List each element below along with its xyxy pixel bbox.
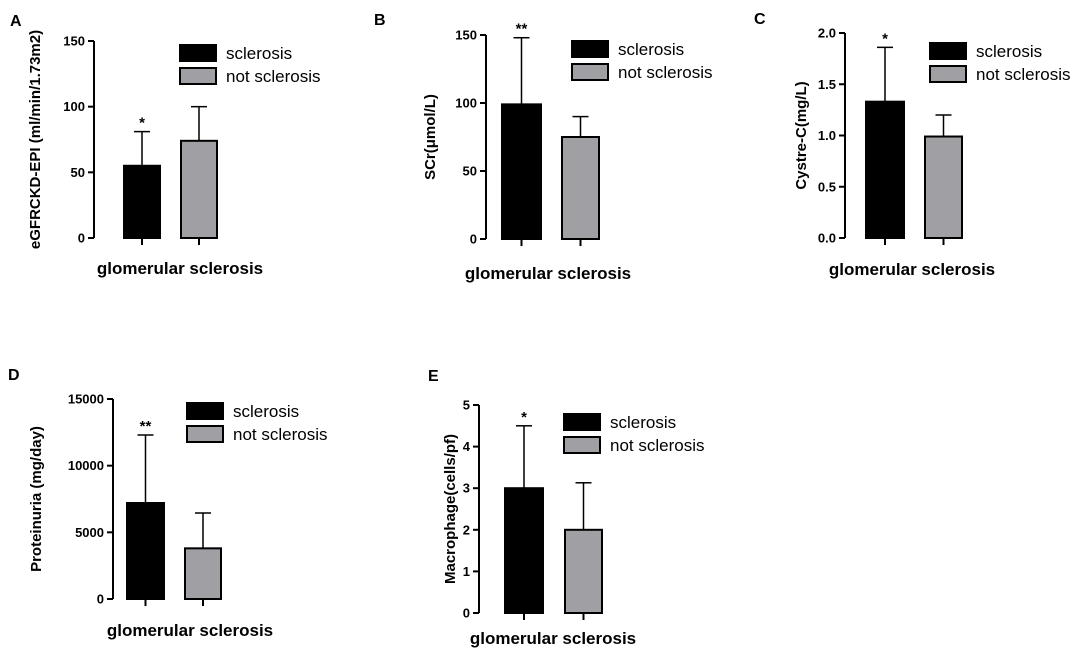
y-tick-label: 0 <box>463 606 470 621</box>
legend-label: sclerosis <box>610 413 676 432</box>
legend-swatch-not-sclerosis <box>929 65 967 83</box>
legend-swatch-sclerosis <box>563 413 601 431</box>
y-tick-label: 150 <box>455 28 477 43</box>
y-axis-title: Cystre-C(mg/L) <box>793 81 810 189</box>
legend-swatch-not-sclerosis <box>563 436 601 454</box>
legend-label: sclerosis <box>226 44 292 63</box>
chart-panel-b: B 0 50 100 150 SCr(μmol/L) ** glomerular sclero… <box>374 12 712 283</box>
chart-panel-c: C 0.0 0.5 1.0 1.5 2.0 Cystre-C(mg/L) * glomerula… <box>754 11 1070 279</box>
chart-panel-e: E 0 1 2 3 4 5 Macrophage(cells/pf) * glomerular s… <box>428 368 704 648</box>
legend-label: not sclerosis <box>610 436 704 455</box>
legend-label: not sclerosis <box>976 65 1070 84</box>
y-tick-label: 4 <box>463 439 471 454</box>
y-tick-label: 1 <box>463 564 470 579</box>
legend-label: sclerosis <box>976 42 1042 61</box>
panel-letter: C <box>754 11 766 28</box>
y-tick-label: 1.5 <box>818 77 836 92</box>
legend-label: not sclerosis <box>226 67 320 86</box>
y-axis-title: Proteinuria (mg/day) <box>28 426 45 572</box>
legend-swatch-not-sclerosis <box>179 67 217 85</box>
bar-sclerosis <box>504 487 544 615</box>
y-tick-label: 100 <box>63 99 85 114</box>
y-tick-label: 0.0 <box>818 231 836 246</box>
y-axis-title: Macrophage(cells/pf) <box>442 434 459 584</box>
x-axis-label: glomerular sclerosis <box>470 629 636 648</box>
y-tick-label: 0 <box>470 232 477 247</box>
y-tick-label: 5 <box>463 398 470 413</box>
x-axis-label: glomerular sclerosis <box>97 259 263 278</box>
y-tick-label: 10000 <box>68 458 104 473</box>
x-axis-label: glomerular sclerosis <box>829 260 995 279</box>
legend-swatch-sclerosis <box>179 44 217 62</box>
y-tick-label: 0.5 <box>818 179 836 194</box>
y-tick-label: 1.0 <box>818 128 836 143</box>
x-axis-label: glomerular sclerosis <box>465 264 631 283</box>
y-tick-label: 15000 <box>68 392 104 407</box>
legend-swatch-not-sclerosis <box>571 63 609 81</box>
bar-not-sclerosis <box>180 139 218 240</box>
y-tick-label: 50 <box>463 164 477 179</box>
legend-label: not sclerosis <box>618 63 712 82</box>
panel-letter: E <box>428 368 439 385</box>
y-axis-title: SCr(μmol/L) <box>422 94 439 180</box>
y-tick-label: 2 <box>463 522 470 537</box>
bar-not-sclerosis <box>924 135 963 239</box>
bar-sclerosis <box>123 164 161 239</box>
bar-not-sclerosis <box>561 136 600 240</box>
significance-marker: * <box>139 115 145 132</box>
bar-not-sclerosis <box>184 547 222 600</box>
panel-letter: D <box>8 367 20 384</box>
significance-marker: * <box>882 30 888 47</box>
legend-swatch-sclerosis <box>929 42 967 60</box>
chart-panel-d: D 0 5000 10000 15000 Proteinuria (mg/day) ** gl… <box>8 367 327 640</box>
significance-marker: * <box>521 409 527 426</box>
legend-swatch-sclerosis <box>186 402 224 420</box>
y-tick-label: 50 <box>71 165 85 180</box>
bar-sclerosis <box>126 502 165 600</box>
y-tick-label: 2.0 <box>818 26 836 41</box>
panel-letter: A <box>10 13 22 30</box>
x-axis-label: glomerular sclerosis <box>107 621 273 640</box>
legend-label: sclerosis <box>618 40 684 59</box>
bar-sclerosis <box>865 100 905 239</box>
chart-panel-a: A 0 50 100 150 eGFRCKD-EPI (ml/min/1.73m2) * gl… <box>10 13 320 278</box>
panel-letter: B <box>374 12 386 29</box>
legend-swatch-not-sclerosis <box>186 425 224 443</box>
y-tick-label: 0 <box>78 231 85 246</box>
significance-marker: ** <box>140 418 152 435</box>
legend-label: sclerosis <box>233 402 299 421</box>
bar-sclerosis <box>501 103 542 240</box>
y-tick-label: 3 <box>463 481 470 496</box>
y-axis-title: eGFRCKD-EPI (ml/min/1.73m2) <box>27 30 44 249</box>
y-tick-label: 0 <box>97 592 104 607</box>
legend-swatch-sclerosis <box>571 40 609 58</box>
significance-marker: ** <box>516 21 528 38</box>
y-tick-label: 150 <box>63 34 85 49</box>
y-tick-label: 100 <box>455 96 477 111</box>
y-tick-label: 5000 <box>75 525 104 540</box>
bar-not-sclerosis <box>564 528 603 614</box>
legend-label: not sclerosis <box>233 425 327 444</box>
